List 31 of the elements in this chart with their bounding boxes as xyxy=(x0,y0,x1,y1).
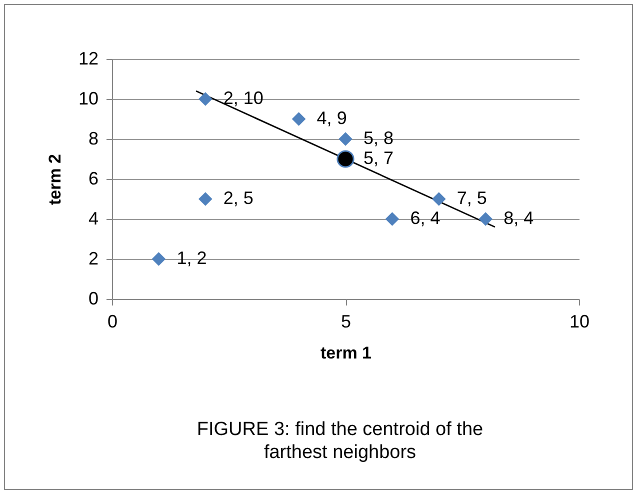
x-axis-title: term 1 xyxy=(320,344,372,362)
point xyxy=(198,92,212,106)
point xyxy=(338,132,352,146)
data-label: 2, 10 xyxy=(223,88,264,108)
point xyxy=(152,252,166,266)
y-axis-title: term 2 xyxy=(45,154,64,206)
data-label: 6, 4 xyxy=(410,208,440,228)
data-label: 2, 5 xyxy=(223,188,254,208)
y-tick-label: 4 xyxy=(88,208,98,228)
point xyxy=(432,192,446,206)
x-tick-label: 10 xyxy=(569,312,590,332)
point xyxy=(478,212,492,226)
y-tick-label: 12 xyxy=(78,48,98,68)
x-tick-label: 5 xyxy=(340,312,352,332)
point xyxy=(385,212,400,226)
y-tick-label: 6 xyxy=(88,168,98,188)
y-tick-label: 8 xyxy=(88,128,98,148)
data-label: 5, 8 xyxy=(364,128,394,148)
data-label: 5, 7 xyxy=(364,148,394,168)
y-tick-label: 10 xyxy=(78,88,98,108)
point xyxy=(336,150,354,168)
y-tick-label: 2 xyxy=(88,248,98,268)
caption: FIGURE 3: find the centroid of the farthest neighbors xyxy=(196,418,484,464)
y-tick-label: 0 xyxy=(88,288,98,308)
data-label: 7, 5 xyxy=(456,188,487,208)
point xyxy=(198,192,212,206)
data-label: 1, 2 xyxy=(176,248,207,268)
data-label: 8, 4 xyxy=(504,208,534,228)
x-tick-label: 0 xyxy=(107,312,118,332)
point xyxy=(292,112,306,126)
data-label: 4, 9 xyxy=(316,108,347,128)
